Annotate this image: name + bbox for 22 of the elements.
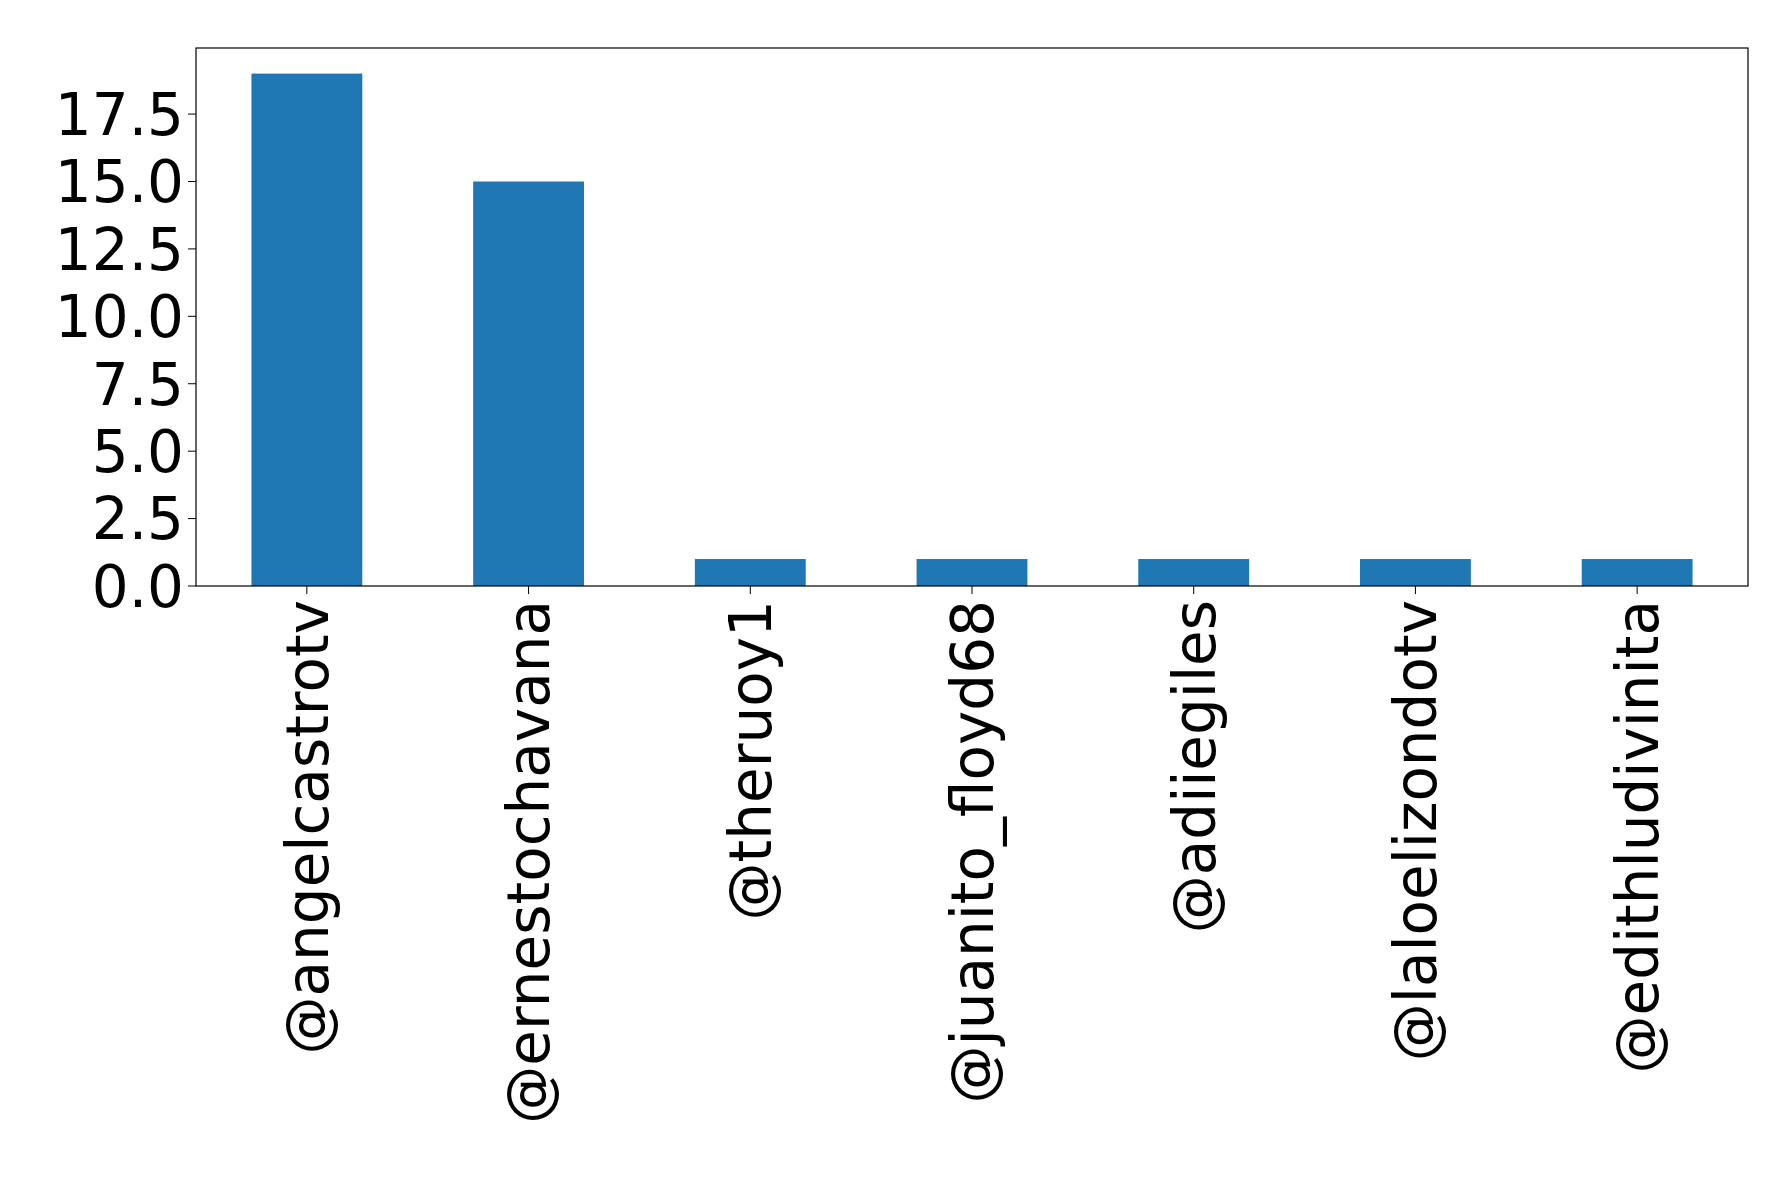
x-tick-label: @edithludivinita <box>1604 600 1673 1074</box>
x-tick-label: @ernestochavana <box>495 600 564 1124</box>
bar <box>1138 559 1250 586</box>
y-tick-label: 0.0 <box>91 552 184 621</box>
x-tick-label: @angelcastrotv <box>273 600 342 1055</box>
y-tick-label: 10.0 <box>54 283 184 352</box>
y-tick-label: 7.5 <box>91 350 184 419</box>
bar <box>1360 559 1471 586</box>
y-tick-label: 5.0 <box>91 418 184 487</box>
y-tick-label: 17.5 <box>54 80 184 149</box>
bar <box>251 73 363 586</box>
bar <box>694 559 806 586</box>
bar <box>1581 559 1693 586</box>
x-tick-label: @laloelizondotv <box>1382 600 1451 1062</box>
x-tick-label: @adiiegiles <box>1160 600 1229 934</box>
bar <box>473 181 584 586</box>
x-tick-label: @juanito_floyd68 <box>938 600 1007 1104</box>
y-tick-label: 2.5 <box>91 485 184 554</box>
y-tick-label: 15.0 <box>54 148 184 217</box>
y-tick-label: 12.5 <box>54 215 184 284</box>
bar <box>916 559 1028 586</box>
x-tick-label: @theruoy1 <box>717 600 786 921</box>
